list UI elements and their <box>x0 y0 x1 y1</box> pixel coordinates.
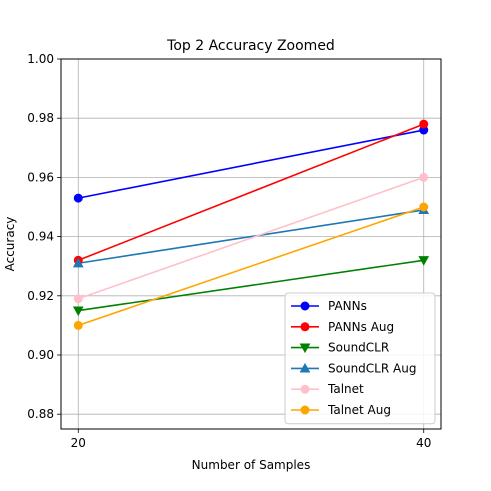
y-tick-label: 0.96 <box>27 170 54 184</box>
legend: PANNs PANNs Aug SoundCLR SoundCLR Aug Talnet… <box>284 292 436 425</box>
series-line-soundclr <box>78 259 424 312</box>
x-axis-label: Number of Samples <box>192 458 311 472</box>
series-lines <box>77 123 425 327</box>
series-markers <box>72 119 430 330</box>
data-point-talnet <box>73 294 83 304</box>
legend-marker-talnet <box>300 384 310 394</box>
legend-marker-panns-aug <box>300 322 310 332</box>
data-point-soundclr <box>72 306 84 317</box>
legend-label-panns: PANNs <box>328 299 367 313</box>
legend-label-talnet: Talnet <box>327 382 364 396</box>
y-axis-ticks: 0.88 0.90 0.92 0.94 0.96 0.98 1.00 <box>27 52 61 421</box>
data-point-soundclr <box>418 256 430 266</box>
data-point-talnet-aug <box>419 202 429 212</box>
data-point-panns <box>73 193 83 203</box>
series-line-soundclr-aug <box>78 209 424 265</box>
legend-label-soundclr-aug: SoundCLR Aug <box>328 361 416 375</box>
series-line-talnet-aug <box>78 206 424 327</box>
series-line-talnet <box>78 176 424 300</box>
legend-label-panns-aug: PANNs Aug <box>328 320 394 334</box>
x-tick-label: 20 <box>71 436 86 450</box>
series-line-panns-aug <box>77 123 425 262</box>
data-point-talnet <box>419 172 429 182</box>
data-point-soundclr-aug <box>72 257 84 268</box>
data-point-panns-aug <box>419 119 429 129</box>
plot-frame <box>60 58 442 430</box>
x-axis-ticks: 20 40 <box>71 429 431 450</box>
y-tick-label: 0.94 <box>27 230 54 244</box>
y-tick-label: 0.98 <box>27 111 54 125</box>
y-tick-label: 0.90 <box>27 348 54 362</box>
legend-label-soundclr: SoundCLR <box>328 341 389 355</box>
y-tick-label: 0.88 <box>27 407 54 421</box>
y-tick-label: 0.92 <box>27 289 54 303</box>
legend-marker-panns <box>300 301 310 311</box>
legend-marker-soundclr <box>299 343 311 354</box>
y-tick-label: 1.00 <box>27 52 54 66</box>
data-point-talnet-aug <box>73 320 83 330</box>
chart-title: Top 2 Accuracy Zoomed <box>166 38 335 54</box>
x-tick-label: 40 <box>416 436 431 450</box>
legend-marker-soundclr-aug <box>299 362 311 373</box>
legend-label-talnet-aug: Talnet Aug <box>327 403 391 417</box>
legend-marker-talnet-aug <box>300 405 310 415</box>
series-line-panns <box>78 129 424 199</box>
y-axis-label: Accuracy <box>3 217 17 272</box>
legend-box <box>284 292 436 425</box>
